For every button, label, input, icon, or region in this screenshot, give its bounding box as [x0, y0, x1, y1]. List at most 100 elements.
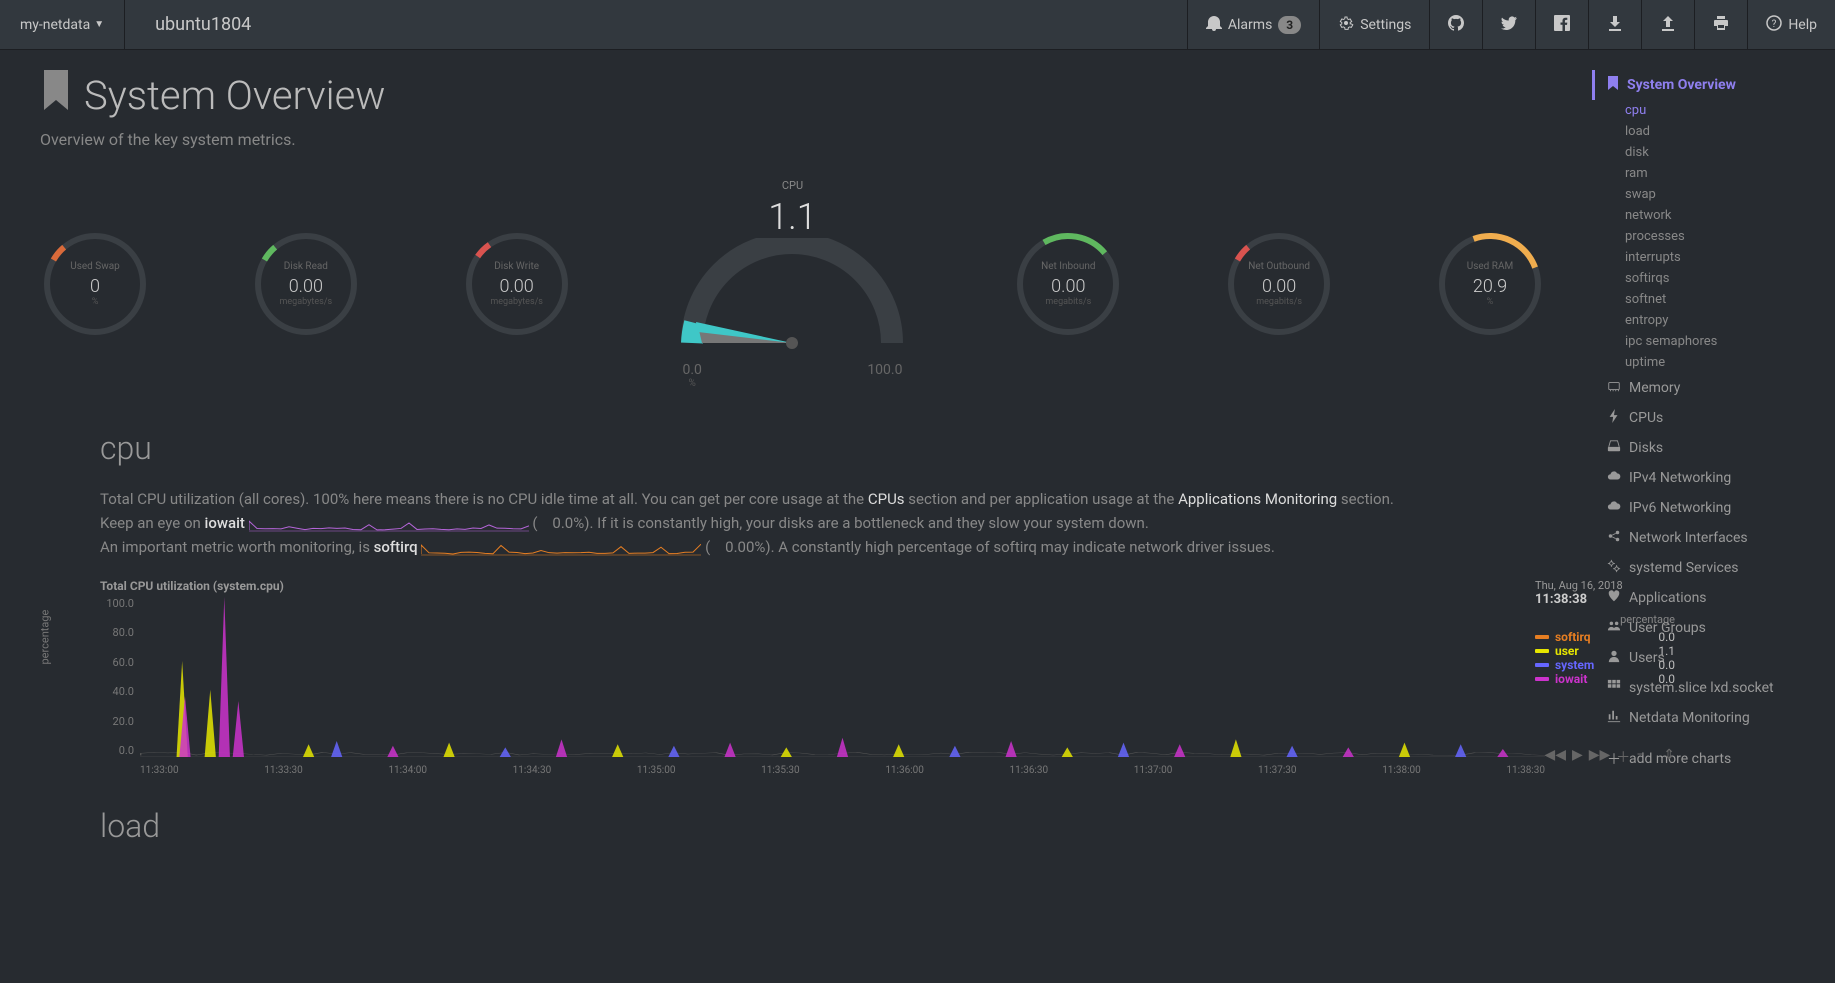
chart-forward-icon[interactable]: ▶▶ — [1589, 747, 1611, 767]
softirq-label: softirq — [374, 538, 418, 556]
cpus-link[interactable]: CPUs — [868, 490, 905, 508]
hostname: ubuntu1804 — [125, 14, 281, 35]
navbar: my-netdata ▼ ubuntu1804 Alarms 3 Setting… — [0, 0, 1835, 50]
sidebar-section-disks[interactable]: Disks — [1595, 433, 1805, 463]
brand-dropdown[interactable]: my-netdata ▼ — [0, 0, 125, 49]
facebook-link[interactable] — [1535, 0, 1588, 49]
sidebar-sub-softirqs[interactable]: softirqs — [1595, 268, 1805, 289]
chart-zoomout-icon[interactable]: − — [1636, 747, 1644, 767]
bolt-icon — [1607, 409, 1621, 427]
legend-swatch — [1535, 649, 1549, 653]
cloud-icon — [1607, 469, 1621, 487]
sidebar-section-netdata-monitoring[interactable]: Netdata Monitoring — [1595, 703, 1805, 733]
alarms-label: Alarms — [1228, 17, 1272, 33]
cpu-section-title: cpu — [40, 429, 1545, 467]
facebook-icon — [1554, 15, 1570, 35]
chart-rewind-icon[interactable]: ◀◀ — [1544, 747, 1566, 767]
cogs-icon — [1607, 559, 1621, 577]
page-subtitle: Overview of the key system metrics. — [40, 130, 1545, 149]
gauge-disk-read: Disk Read 0.00 megabytes/s — [251, 229, 361, 339]
alarms-button[interactable]: Alarms 3 — [1187, 0, 1319, 49]
gauge-disk-write: Disk Write 0.00 megabytes/s — [462, 229, 572, 339]
cpu-gauge-svg — [672, 238, 912, 358]
cpu-chart-xaxis: 11:33:0011:33:3011:34:0011:34:3011:35:00… — [140, 761, 1545, 780]
github-link[interactable] — [1429, 0, 1482, 49]
chart-resize-icon[interactable]: ⇕ — [1663, 747, 1675, 767]
sidebar-section-cpus[interactable]: CPUs — [1595, 403, 1805, 433]
sidebar-sub-processes[interactable]: processes — [1595, 226, 1805, 247]
sidebar-sub-uptime[interactable]: uptime — [1595, 352, 1805, 373]
sidebar-section-label: Disks — [1629, 440, 1663, 456]
sidebar-section-memory[interactable]: Memory — [1595, 373, 1805, 403]
apps-monitoring-link[interactable]: Applications Monitoring — [1178, 490, 1337, 508]
cpu-scale: 0.0% 100.0 — [672, 362, 912, 389]
print-button[interactable] — [1694, 0, 1747, 49]
legend-unit: percentage — [1535, 613, 1675, 626]
legend-name: softirq — [1555, 630, 1652, 644]
legend-name: user — [1555, 644, 1652, 658]
svg-text:?: ? — [1772, 19, 1777, 30]
cloud-icon — [1607, 499, 1621, 517]
sidebar-sub-network[interactable]: network — [1595, 205, 1805, 226]
download-button[interactable] — [1588, 0, 1641, 49]
legend-value: 1.1 — [1658, 644, 1675, 658]
cpu-chart-svg[interactable] — [140, 597, 1545, 757]
sidebar-sub-load[interactable]: load — [1595, 121, 1805, 142]
chart-controls: ◀◀ ▶ ▶▶ ＋ − ⇕ — [1544, 747, 1675, 767]
print-icon — [1713, 15, 1729, 35]
cpu-unit: % — [682, 378, 701, 389]
sidebar-section-label: systemd Services — [1629, 560, 1739, 576]
page-title: System Overview — [40, 70, 1545, 120]
legend-row[interactable]: system 0.0 — [1535, 658, 1675, 672]
chart-zoomin-icon[interactable]: ＋ — [1616, 747, 1630, 767]
sidebar-section-label: Memory — [1629, 380, 1680, 396]
gauge-used-swap: Used Swap 0 % — [40, 229, 150, 339]
share-icon — [1607, 529, 1621, 547]
sidebar-sub-ipc-semaphores[interactable]: ipc semaphores — [1595, 331, 1805, 352]
brand-label: my-netdata — [20, 17, 90, 33]
legend-row[interactable]: iowait 0.0 — [1535, 672, 1675, 686]
gauge-net-inbound: Net Inbound 0.00 megabits/s — [1013, 229, 1123, 339]
iowait-value: 0.0% — [552, 514, 584, 532]
legend-swatch — [1535, 635, 1549, 639]
sidebar-section-label: IPv6 Networking — [1629, 500, 1731, 516]
cpu-max: 100.0 — [867, 362, 902, 389]
sidebar-section-network-interfaces[interactable]: Network Interfaces — [1595, 523, 1805, 553]
cpu-section-desc: Total CPU utilization (all cores). 100% … — [40, 487, 1545, 559]
cpu-chart: Total CPU utilization (system.cpu) perce… — [40, 579, 1545, 777]
upload-icon — [1660, 15, 1676, 35]
legend-value: 0.0 — [1658, 658, 1675, 672]
iowait-sparkline — [249, 516, 529, 532]
sidebar-section-label: IPv4 Networking — [1629, 470, 1731, 486]
sidebar-system-overview[interactable]: System Overview — [1592, 70, 1805, 100]
twitter-link[interactable] — [1482, 0, 1535, 49]
cpu-chart-yaxis: 100.080.060.040.020.00.0 — [100, 597, 140, 757]
sidebar-sub-softnet[interactable]: softnet — [1595, 289, 1805, 310]
bookmark-icon — [1607, 76, 1619, 94]
sidebar-section-ipv6-networking[interactable]: IPv6 Networking — [1595, 493, 1805, 523]
sidebar-sub-swap[interactable]: swap — [1595, 184, 1805, 205]
legend-row[interactable]: softirq 0.0 — [1535, 630, 1675, 644]
sidebar-sub-disk[interactable]: disk — [1595, 142, 1805, 163]
softirq-sparkline — [421, 540, 701, 556]
settings-button[interactable]: Settings — [1319, 0, 1429, 49]
help-button[interactable]: ? Help — [1747, 0, 1835, 49]
upload-button[interactable] — [1641, 0, 1694, 49]
content: System Overview Overview of the key syst… — [0, 50, 1585, 885]
legend-row[interactable]: user 1.1 — [1535, 644, 1675, 658]
sidebar-sub-entropy[interactable]: entropy — [1595, 310, 1805, 331]
sidebar-section-label: Network Interfaces — [1629, 530, 1748, 546]
help-icon: ? — [1766, 15, 1782, 35]
chart-play-icon[interactable]: ▶ — [1572, 747, 1583, 767]
sidebar-section-label: CPUs — [1629, 410, 1663, 426]
sidebar-overview-label: System Overview — [1627, 77, 1736, 93]
gear-icon — [1338, 15, 1354, 35]
sidebar-sub-ram[interactable]: ram — [1595, 163, 1805, 184]
sidebar-sub-interrupts[interactable]: interrupts — [1595, 247, 1805, 268]
sidebar-sub-cpu[interactable]: cpu — [1595, 100, 1805, 121]
twitter-icon — [1501, 15, 1517, 35]
legend-value: 0.0 — [1658, 630, 1675, 644]
download-icon — [1607, 15, 1623, 35]
sidebar-section-ipv4-networking[interactable]: IPv4 Networking — [1595, 463, 1805, 493]
sidebar-section-label: Netdata Monitoring — [1629, 710, 1750, 726]
